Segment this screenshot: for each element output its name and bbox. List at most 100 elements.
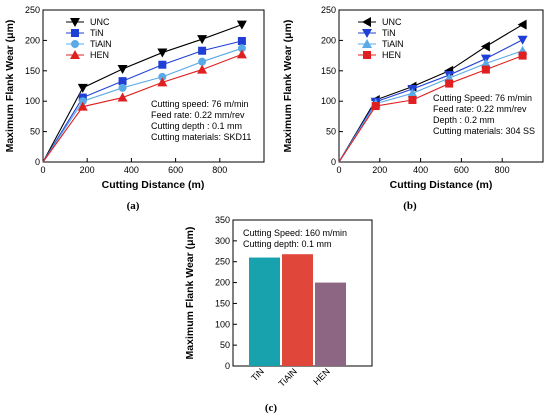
y-ticks-c: 0 50 100 150 200 250 300 350 bbox=[215, 215, 237, 371]
plot-frame-a bbox=[42, 9, 265, 163]
series-line-hen-b bbox=[338, 55, 523, 163]
panel-label-c: (c) bbox=[265, 402, 278, 414]
series-group-b bbox=[338, 19, 528, 163]
y-tick-label: 50 bbox=[326, 127, 336, 137]
x-tick-label: 800 bbox=[212, 165, 227, 175]
y-tick-label: 50 bbox=[30, 127, 40, 137]
data-point-tialn-a bbox=[158, 72, 167, 81]
y-tick-label: 250 bbox=[25, 5, 40, 15]
data-point-unc-b bbox=[480, 41, 490, 52]
legend-label-tialn: TiAlN bbox=[90, 39, 112, 49]
data-point-hen-a bbox=[236, 49, 247, 59]
y-tick-label: 150 bbox=[215, 298, 230, 308]
bar-hen bbox=[315, 282, 346, 366]
y-tick-label: 0 bbox=[35, 157, 40, 167]
y-tick-label: 100 bbox=[321, 96, 336, 106]
legend-label-hen: HEN bbox=[382, 50, 401, 60]
category-label-tin: TiN bbox=[249, 366, 266, 383]
y-tick-label: 200 bbox=[215, 278, 230, 288]
legend-marker-hen bbox=[363, 51, 371, 59]
series-line-tin-b bbox=[338, 39, 523, 163]
y-tick-label: 0 bbox=[225, 361, 230, 371]
y-tick-label: 0 bbox=[331, 157, 336, 167]
y-axis-label-a: Maximum Flank Wear (μm) bbox=[4, 20, 16, 153]
y-axis-label-c: Maximum Flank Wear (μm) bbox=[184, 227, 196, 360]
y-tick-label: 200 bbox=[321, 35, 336, 45]
chart-panel-a: 0 50 100 150 200 250 0 200 400 600 800 UNCTiNTiAl… bbox=[4, 5, 265, 212]
category-labels-c: TiN TiAlN HEN bbox=[249, 366, 332, 388]
data-point-tin-a bbox=[198, 46, 207, 55]
x-tick-label: 600 bbox=[168, 165, 183, 175]
annotation-line: Cutting materials: 304 SS bbox=[433, 126, 535, 136]
data-point-tialn-a bbox=[78, 97, 87, 106]
y-tick-label: 50 bbox=[220, 340, 230, 350]
x-tick-label: 0 bbox=[336, 165, 341, 175]
chart-panel-b: 0 50 100 150 200 250 0 200 400 600 800 UNCTiNTiAl… bbox=[282, 5, 544, 212]
data-point-hen-a bbox=[77, 101, 88, 111]
data-point-hen-b bbox=[408, 95, 417, 104]
annotation-line: Cutting Speed: 76 m/min bbox=[433, 93, 532, 103]
data-point-tin-a bbox=[158, 60, 167, 69]
x-tick-label: 800 bbox=[495, 165, 510, 175]
data-point-hen-b bbox=[371, 102, 380, 111]
data-point-tialn-a bbox=[237, 44, 246, 53]
x-axis-label-b: Cutting Distance (m) bbox=[390, 179, 493, 191]
y-tick-label: 100 bbox=[215, 319, 230, 329]
data-point-unc-a bbox=[157, 48, 168, 58]
y-tick-label: 100 bbox=[25, 96, 40, 106]
data-point-unc-a bbox=[117, 64, 128, 74]
y-tick-label: 250 bbox=[321, 5, 336, 15]
legend-label-tin: TiN bbox=[90, 28, 104, 38]
data-point-tialn-b bbox=[480, 58, 491, 68]
y-ticks-b: 0 50 100 150 200 250 bbox=[321, 5, 343, 167]
annotation-line: Depth : 0.2 mm bbox=[433, 115, 495, 125]
legend-marker-hen bbox=[70, 50, 80, 59]
annotation-line: Cutting speed: 76 m/min bbox=[151, 99, 249, 109]
panel-label-a: (a) bbox=[127, 200, 140, 212]
y-axis-label-b: Maximum Flank Wear (μm) bbox=[282, 20, 294, 153]
y-tick-label: 150 bbox=[25, 66, 40, 76]
data-point-hen-b bbox=[445, 79, 454, 88]
annotation-line: Feed rate: 0.22 mm/rev bbox=[151, 110, 245, 120]
bar-tin bbox=[249, 257, 280, 366]
legend-marker-unc bbox=[362, 17, 371, 27]
plot-frame-b bbox=[338, 9, 544, 163]
bar-group-c bbox=[249, 254, 346, 366]
data-point-hen-a bbox=[117, 92, 128, 102]
legend-marker-tin bbox=[362, 29, 372, 38]
data-point-hen-a bbox=[157, 77, 168, 87]
series-line-hen-a bbox=[42, 53, 243, 163]
annotation-line: Cutting materials: SKD11 bbox=[151, 132, 251, 142]
data-point-unc-a bbox=[77, 83, 88, 93]
data-point-tialn-a bbox=[118, 83, 127, 92]
series-line-tialn-a bbox=[42, 47, 243, 163]
series-line-unc-a bbox=[42, 24, 243, 163]
legend-label-tin: TiN bbox=[382, 28, 396, 38]
x-tick-label: 200 bbox=[80, 165, 95, 175]
data-point-unc-a bbox=[197, 35, 208, 45]
x-tick-label: 0 bbox=[40, 165, 45, 175]
data-point-tialn-a bbox=[198, 57, 207, 66]
y-tick-label: 300 bbox=[215, 236, 230, 246]
annotation-line: Feed rate: 0.22 mm/rev bbox=[433, 104, 527, 114]
x-tick-label: 200 bbox=[372, 165, 387, 175]
data-point-tin-a bbox=[118, 77, 127, 86]
legend-marker-unc bbox=[70, 18, 80, 27]
legend-marker-tialn bbox=[362, 39, 372, 48]
series-line-tialn-b bbox=[338, 50, 523, 163]
data-point-tin-b bbox=[517, 35, 528, 45]
data-point-tin-a bbox=[237, 37, 246, 46]
y-tick-label: 250 bbox=[215, 257, 230, 267]
annotation-line: Cutting Speed: 160 m/min bbox=[243, 228, 347, 238]
x-ticks-b: 0 200 400 600 800 bbox=[336, 158, 510, 175]
data-point-unc-a bbox=[236, 20, 247, 30]
legend-label-tialn: TiAlN bbox=[382, 39, 404, 49]
x-tick-label: 400 bbox=[413, 165, 428, 175]
data-point-hen-b bbox=[481, 65, 490, 74]
legend-marker-tialn bbox=[71, 40, 79, 48]
annotation-line: Cutting depth: 0.1 mm bbox=[243, 239, 332, 249]
series-line-unc-b bbox=[338, 24, 523, 163]
